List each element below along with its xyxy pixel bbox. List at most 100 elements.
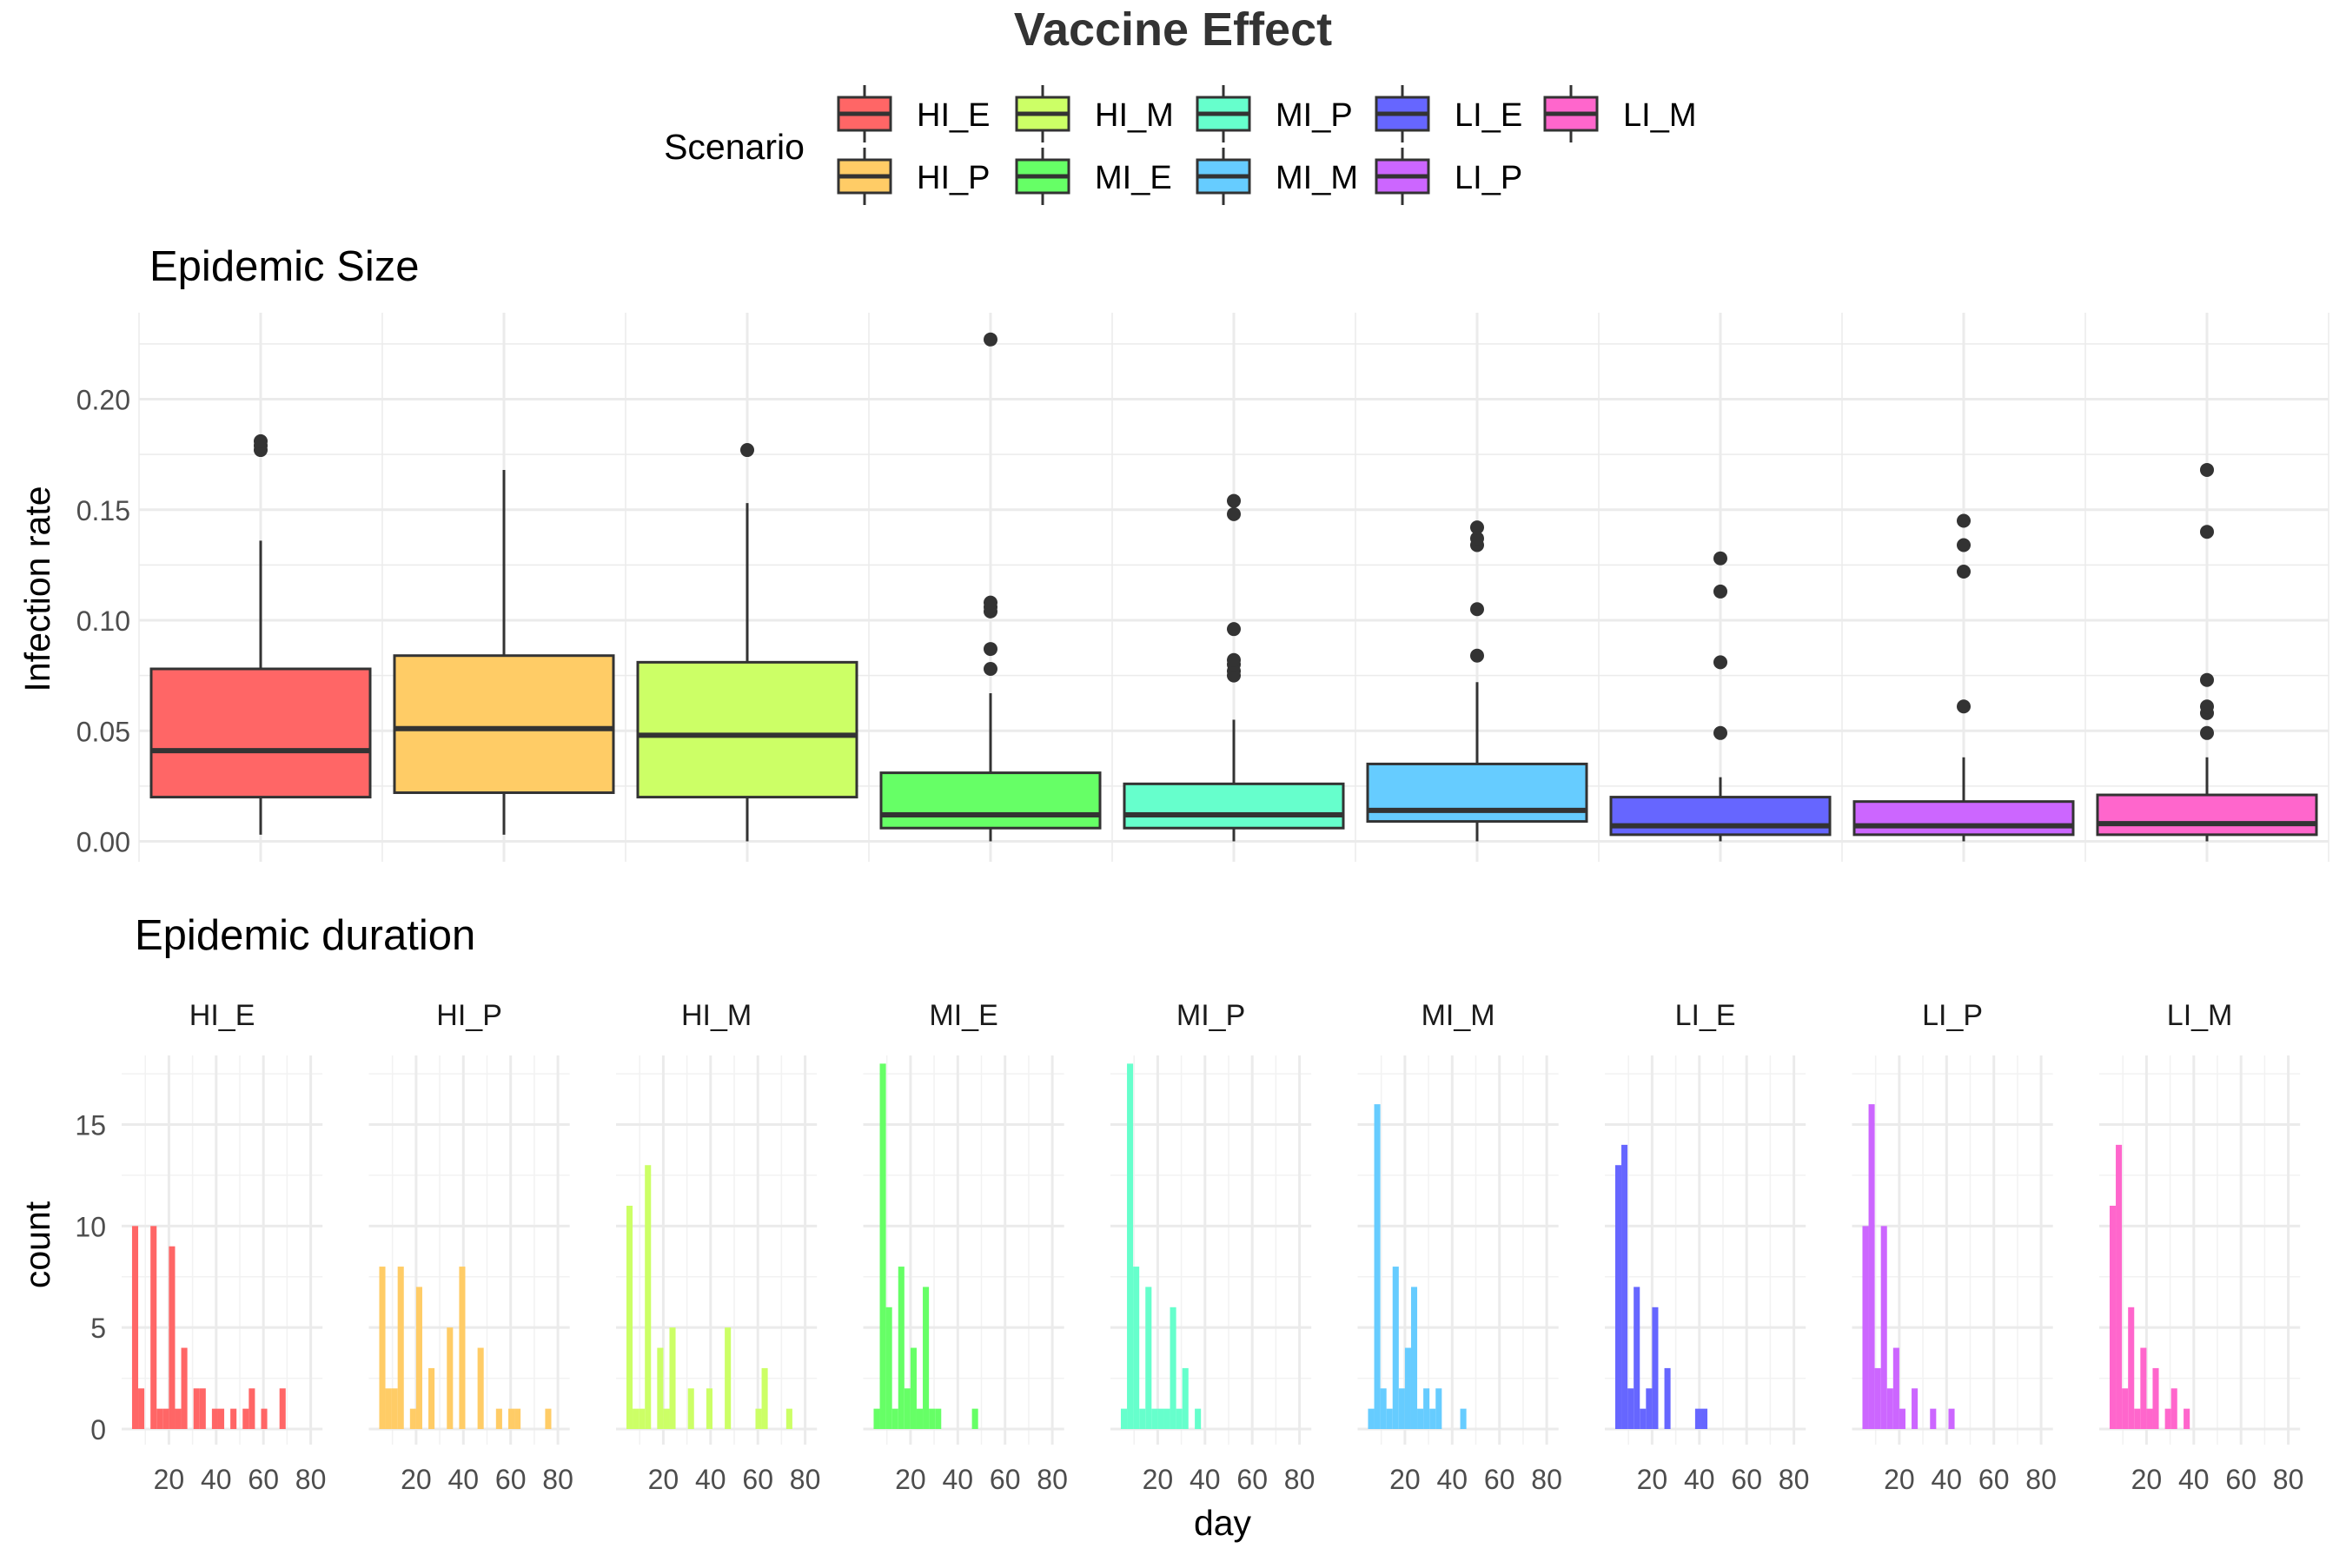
histogram-x-tick-label: 40 (943, 1464, 974, 1495)
histogram-bar (242, 1408, 249, 1429)
histogram-bar (1912, 1388, 1919, 1429)
histogram-bar (1380, 1388, 1387, 1429)
histogram-title: Epidemic duration (135, 912, 475, 959)
histogram-bar (1862, 1226, 1869, 1429)
histogram-bar (1868, 1104, 1875, 1429)
histogram-bar (1176, 1408, 1183, 1429)
histogram-bar (910, 1347, 917, 1429)
histogram-panel-hi-m: 20 40 60 80 HI_M (616, 999, 820, 1495)
legend-label: MI_E (1095, 160, 1172, 196)
histogram-x-tick-label: 60 (248, 1464, 279, 1495)
histogram-y-tick-label: 5 (90, 1313, 106, 1344)
legend-label: LI_E (1455, 97, 1522, 134)
histogram-bar (156, 1408, 163, 1429)
box-iqr (149, 667, 372, 799)
histogram-bar (1133, 1267, 1140, 1429)
histogram-bar (923, 1287, 930, 1429)
histogram-x-tick-label: 80 (295, 1464, 327, 1495)
box-iqr (2096, 793, 2318, 837)
histogram-panel-li-e: 20 40 60 80 LI_E (1605, 999, 1809, 1495)
box-outlier (984, 661, 997, 676)
histogram-bar (391, 1388, 398, 1429)
box-li-m (2096, 462, 2318, 842)
legend-entry-li-p: LI_P (1375, 148, 1522, 205)
histogram-bar (1163, 1408, 1170, 1429)
box-outlier (2200, 725, 2214, 740)
box-hi-e (149, 433, 372, 835)
histogram-x-tick-label: 20 (154, 1464, 185, 1495)
box-y-tick-label: 0.20 (76, 385, 130, 416)
histogram-bar (626, 1205, 633, 1429)
histogram-panel-li-p: 20 40 60 80 LI_P (1852, 999, 2057, 1495)
box-iqr (879, 771, 1102, 830)
legend-label: HI_M (1095, 97, 1174, 134)
box-y-tick-label: 0.15 (76, 495, 130, 526)
histogram-bar (1930, 1408, 1937, 1429)
histogram-bar (2128, 1307, 2135, 1429)
box-y-axis-label: Infection rate (17, 486, 57, 691)
histogram-bar (459, 1267, 466, 1429)
histogram-bar (2164, 1408, 2171, 1429)
histogram-x-tick-label: 20 (1884, 1464, 1915, 1495)
legend-entry-mi-p: MI_P (1196, 85, 1353, 142)
histogram-bar (706, 1388, 712, 1429)
histogram-strip-label: LI_E (1675, 999, 1736, 1032)
histogram-x-tick-label: 40 (2178, 1464, 2210, 1495)
histogram-bar (657, 1347, 664, 1429)
histogram-bar (1886, 1388, 1893, 1429)
histogram-bar (181, 1347, 188, 1429)
histogram-x-tick-label: 60 (1731, 1464, 1762, 1495)
histogram-bar (409, 1408, 416, 1429)
legend-entry-mi-m: MI_M (1196, 148, 1358, 205)
histogram-x-tick-label: 40 (1190, 1464, 1221, 1495)
histogram-bar (1899, 1408, 1905, 1429)
histogram-bar (1410, 1287, 1418, 1429)
histogram-bar (162, 1408, 169, 1429)
histogram-bar (1435, 1388, 1442, 1429)
histogram-bar (1634, 1287, 1640, 1429)
histogram-bar (217, 1408, 225, 1429)
histogram-bar (669, 1327, 676, 1429)
histogram-bar (150, 1226, 157, 1429)
box-outlier (2200, 672, 2214, 687)
histogram-bar (755, 1408, 762, 1429)
histogram-panel-mi-m: 20 40 60 80 MI_M (1357, 999, 1562, 1495)
histogram-bar (2140, 1347, 2147, 1429)
histogram-x-tick-label: 60 (1236, 1464, 1268, 1495)
box-outlier (1227, 652, 1241, 667)
histogram-bar (1139, 1408, 1146, 1429)
histogram-bar (415, 1287, 422, 1429)
box-iqr (636, 660, 858, 799)
histogram-strip-label: MI_P (1176, 999, 1245, 1032)
box-outlier (1957, 699, 1971, 714)
histogram-bar (1646, 1388, 1653, 1429)
histogram-bar (1652, 1307, 1659, 1429)
histogram-y-axis-label: count (17, 1201, 57, 1288)
box-outlier (1957, 513, 1971, 528)
histogram-bar (1460, 1408, 1467, 1429)
box-outlier (254, 433, 268, 448)
histogram-bar (230, 1408, 237, 1429)
histogram-x-tick-label: 20 (895, 1464, 926, 1495)
box-y-tick-label: 0.00 (76, 827, 130, 858)
histogram-x-tick-label: 80 (2025, 1464, 2057, 1495)
histogram-bar (138, 1388, 145, 1429)
box-outlier (740, 443, 754, 458)
box-outlier (1713, 725, 1727, 740)
histogram-strip-label: LI_M (2167, 999, 2233, 1032)
histogram-bar (169, 1246, 176, 1429)
histogram-x-tick-label: 60 (1484, 1464, 1515, 1495)
histogram-bar (891, 1408, 898, 1429)
histogram-bar (916, 1408, 924, 1429)
histogram-x-tick-label: 80 (1284, 1464, 1315, 1495)
histogram-bar (785, 1408, 792, 1429)
histogram-bar (447, 1327, 454, 1429)
histogram-x-tick-label: 60 (495, 1464, 527, 1495)
histogram-x-tick-label: 20 (1637, 1464, 1668, 1495)
box-iqr (1852, 800, 2075, 837)
histogram-x-tick-label: 20 (1389, 1464, 1421, 1495)
histogram-bar (725, 1327, 732, 1429)
box-outlier (1470, 531, 1484, 546)
box-outlier (1470, 602, 1484, 617)
